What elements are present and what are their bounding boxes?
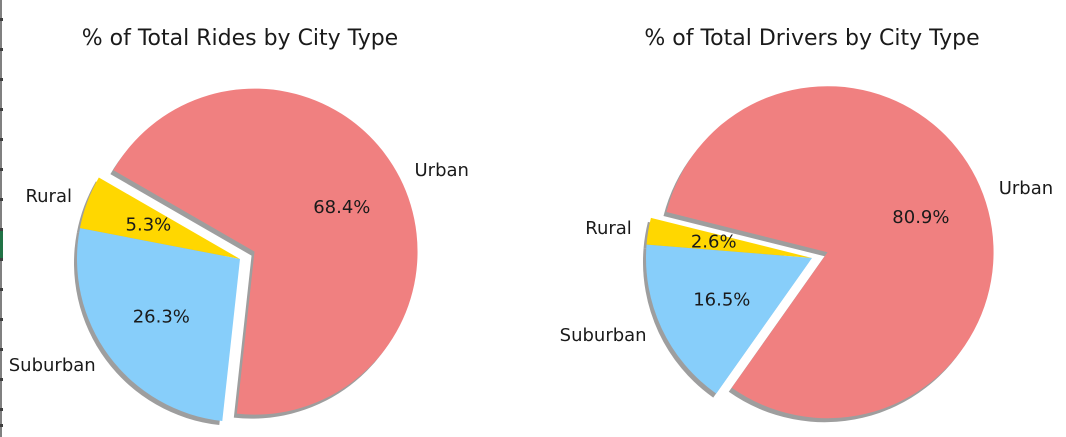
row-divider-tick xyxy=(0,408,3,411)
slice-label-suburban: Suburban xyxy=(9,355,96,376)
row-divider-tick xyxy=(0,348,3,351)
pie-slice-urban xyxy=(666,86,994,419)
pie-slice-suburban xyxy=(645,244,812,394)
row-divider-tick xyxy=(0,378,3,381)
rides-pie-title: % of Total Rides by City Type xyxy=(81,26,399,51)
pie-slice-rural xyxy=(646,217,812,258)
row-divider-tick xyxy=(0,48,3,51)
pct-label-rural: 2.6% xyxy=(691,231,737,252)
selected-row-indicator xyxy=(0,228,3,259)
slice-label-urban: Urban xyxy=(999,178,1053,199)
row-divider-tick xyxy=(0,288,3,291)
sheet-edge-bar xyxy=(0,0,2,437)
row-divider-tick xyxy=(0,318,3,321)
pie-slice-urban xyxy=(113,88,418,415)
slice-label-suburban: Suburban xyxy=(560,325,647,346)
row-divider-tick xyxy=(0,18,3,21)
pct-label-urban: 68.4% xyxy=(313,197,370,218)
pie-slice-suburban xyxy=(76,228,240,422)
drivers-pie-title: % of Total Drivers by City Type xyxy=(644,26,980,51)
pct-label-suburban: 16.5% xyxy=(693,290,750,311)
row-divider-tick xyxy=(0,228,3,231)
row-divider-tick xyxy=(0,138,3,141)
drivers-pie: 2.6% 16.5% 80.9% Rural Suburban Urban xyxy=(560,86,1053,423)
row-divider-tick xyxy=(0,198,3,201)
row-divider-tick xyxy=(0,78,3,81)
pct-label-urban: 80.9% xyxy=(892,207,949,228)
slice-label-rural: Rural xyxy=(585,218,632,239)
slice-label-rural: Rural xyxy=(25,186,72,207)
pct-label-suburban: 26.3% xyxy=(133,307,190,328)
pct-label-rural: 5.3% xyxy=(126,214,172,235)
slice-label-urban: Urban xyxy=(415,160,469,181)
row-divider-tick xyxy=(0,168,3,171)
pie-slice-rural xyxy=(79,177,240,259)
row-divider-tick xyxy=(0,108,3,111)
row-divider-tick xyxy=(0,258,3,261)
rides-pie: 5.3% 26.3% 68.4% Rural Suburban Urban xyxy=(9,88,469,426)
row-divider-tick xyxy=(0,424,3,427)
